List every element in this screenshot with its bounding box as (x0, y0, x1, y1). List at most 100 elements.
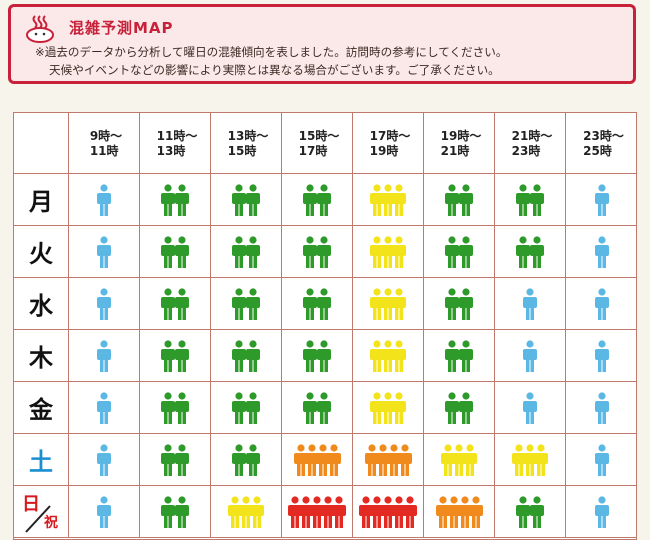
congestion-level-2 (211, 226, 282, 278)
congestion-level-1 (69, 278, 140, 330)
congestion-level-1 (566, 486, 637, 538)
congestion-level-2 (282, 330, 353, 382)
people-icon (594, 495, 609, 528)
people-icon (516, 235, 544, 268)
congestion-level-1 (69, 434, 140, 486)
congestion-level-2 (211, 330, 282, 382)
people-icon (359, 495, 417, 528)
congestion-level-1 (69, 226, 140, 278)
people-icon (594, 443, 609, 476)
notice-line-2: 天候やイベントなどの影響により実際とは異なる場合がございます。ご了承ください。 (49, 63, 500, 77)
congestion-level-1 (566, 382, 637, 434)
congestion-level-4 (282, 434, 353, 486)
people-icon (293, 443, 341, 476)
time-slot-header: 11時～ 13時 (140, 113, 211, 174)
congestion-level-3 (353, 174, 424, 226)
people-icon (232, 391, 260, 424)
people-icon (303, 339, 331, 372)
congestion-level-1 (495, 382, 566, 434)
time-slot-header: 15時～ 17時 (282, 113, 353, 174)
people-icon (303, 183, 331, 216)
people-icon (97, 183, 111, 216)
people-icon (97, 495, 111, 528)
people-icon (303, 235, 331, 268)
people-icon (303, 391, 331, 424)
people-icon (441, 443, 477, 476)
congestion-level-2 (495, 226, 566, 278)
congestion-level-1 (566, 174, 637, 226)
time-slot-header: 13時～ 15時 (211, 113, 282, 174)
congestion-level-2 (424, 278, 495, 330)
people-icon (97, 235, 111, 268)
day-label: 金 (14, 382, 69, 434)
congestion-level-5 (282, 486, 353, 538)
people-icon (97, 443, 111, 476)
people-icon (370, 287, 406, 320)
congestion-level-2 (424, 382, 495, 434)
congestion-level-4 (424, 486, 495, 538)
page-title: 混雑予測MAP (69, 19, 174, 37)
congestion-level-1 (566, 278, 637, 330)
congestion-level-1 (495, 330, 566, 382)
congestion-level-2 (211, 174, 282, 226)
people-icon (288, 495, 346, 528)
people-icon (512, 443, 548, 476)
congestion-level-2 (282, 382, 353, 434)
congestion-level-2 (140, 278, 211, 330)
congestion-level-1 (566, 226, 637, 278)
congestion-level-3 (353, 226, 424, 278)
people-icon (594, 235, 609, 268)
people-icon (161, 443, 189, 476)
people-icon (435, 495, 483, 528)
day-label: 月 (14, 174, 69, 226)
congestion-level-1 (566, 330, 637, 382)
congestion-level-1 (566, 434, 637, 486)
onsen-mascot-icon (26, 15, 54, 43)
people-icon (370, 235, 406, 268)
slash-divider (25, 504, 51, 533)
congestion-level-2 (140, 330, 211, 382)
time-slot-header: 17時～ 19時 (353, 113, 424, 174)
header-panel: 混雑予測MAP ※過去のデータから分析して曜日の混雑傾向を表しました。訪問時の参… (8, 4, 636, 84)
congestion-level-2 (211, 278, 282, 330)
congestion-level-2 (140, 486, 211, 538)
people-icon (370, 391, 406, 424)
people-icon (516, 495, 544, 528)
people-icon (228, 495, 264, 528)
people-icon (161, 495, 189, 528)
people-icon (232, 183, 260, 216)
people-icon (232, 235, 260, 268)
congestion-level-3 (495, 434, 566, 486)
holiday-label: 祝 (44, 514, 58, 531)
time-slot-header: 21時～ 23時 (495, 113, 566, 174)
congestion-level-1 (69, 330, 140, 382)
people-icon (445, 287, 473, 320)
sunday-holiday-label: 日 祝 (14, 486, 68, 538)
people-icon (523, 391, 537, 424)
notice-line-1: ※過去のデータから分析して曜日の混雑傾向を表しました。訪問時の参考にしてください… (35, 45, 508, 59)
people-icon (594, 183, 609, 216)
congestion-table: 9時～ 11時 11時～ 13時 13時～ 15時 15時～ 17時 17時～ 19時 1… (13, 112, 637, 540)
people-icon (523, 287, 537, 320)
day-label: 水 (14, 278, 69, 330)
people-icon (523, 339, 537, 372)
congestion-level-4 (353, 434, 424, 486)
people-icon (445, 339, 473, 372)
people-icon (232, 287, 260, 320)
congestion-level-3 (424, 434, 495, 486)
people-icon (370, 183, 406, 216)
people-icon (370, 339, 406, 372)
congestion-level-2 (140, 434, 211, 486)
people-icon (594, 287, 609, 320)
people-icon (97, 287, 111, 320)
day-label: 日 祝 (14, 486, 69, 538)
people-icon (232, 443, 260, 476)
people-icon (303, 287, 331, 320)
people-icon (161, 183, 189, 216)
people-icon (445, 183, 473, 216)
congestion-level-2 (424, 174, 495, 226)
congestion-level-5 (353, 486, 424, 538)
day-label: 火 (14, 226, 69, 278)
congestion-level-2 (424, 330, 495, 382)
congestion-level-2 (140, 174, 211, 226)
